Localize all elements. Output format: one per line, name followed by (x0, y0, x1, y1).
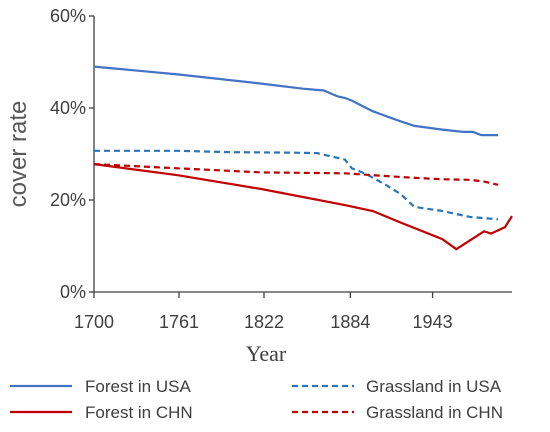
x-axis-title: Year (246, 341, 287, 366)
y-tick-label: 0% (60, 282, 86, 302)
series-line-grassland-chn (93, 163, 499, 186)
y-tick-label: 40% (50, 98, 86, 118)
series-line-forest-usa (93, 65, 499, 137)
series-line-forest-chn (93, 163, 513, 251)
x-tick-label: 1822 (244, 312, 284, 332)
y-tick-label: 60% (50, 6, 86, 26)
x-tick-label: 1884 (330, 312, 370, 332)
x-tick-label: 1943 (413, 312, 453, 332)
x-tick-label: 1700 (74, 312, 114, 332)
y-tick-label: 20% (50, 190, 86, 210)
legend-label-forest-usa: Forest in USA (85, 377, 191, 396)
legend-label-grassland-chn: Grassland in CHN (366, 403, 503, 422)
x-tick-label: 1761 (159, 312, 199, 332)
legend-label-forest-chn: Forest in CHN (85, 403, 193, 422)
legend-label-grassland-usa: Grassland in USA (366, 377, 502, 396)
legend: Forest in USA Grassland in USA Forest in… (10, 377, 503, 422)
axis-tick-marks (89, 15, 434, 298)
y-axis-title: cover rate (5, 101, 32, 208)
series-line-grassland-usa (94, 149, 499, 221)
